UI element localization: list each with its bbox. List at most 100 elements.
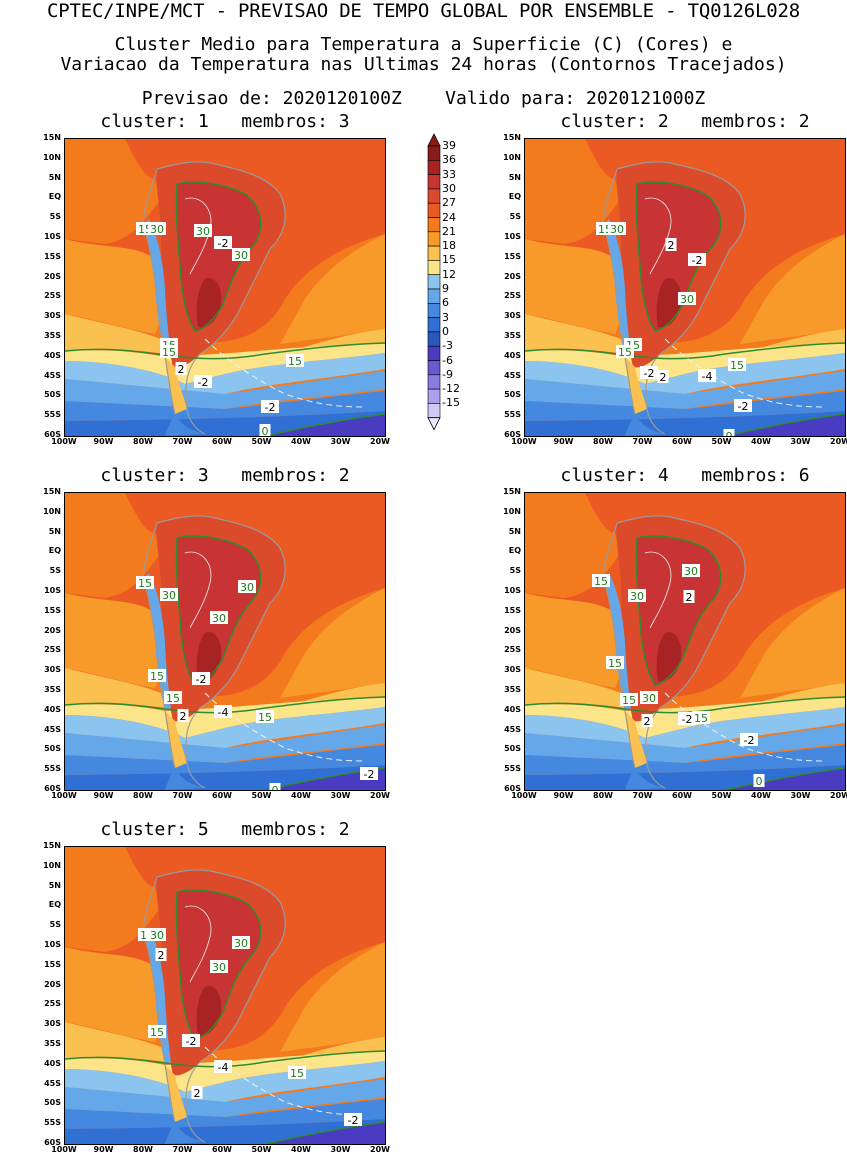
contour-label-bg	[194, 375, 212, 388]
longitude-label: 30W	[790, 437, 811, 446]
contour-label: 15	[608, 657, 622, 670]
temperature-band	[525, 371, 845, 409]
latitude-label: 50S	[44, 744, 61, 754]
latitude-label: 5N	[508, 526, 521, 536]
contour-label: 0	[272, 784, 279, 790]
temperature-band	[656, 278, 682, 328]
coastline	[602, 515, 746, 789]
temperature-band	[65, 371, 385, 409]
contour-label-bg	[665, 238, 677, 251]
contour-label: 15	[288, 355, 302, 368]
contour-label: 30	[680, 293, 694, 306]
colorbar-swatch	[427, 403, 441, 418]
latitude-label: 25S	[44, 291, 61, 301]
contour-label: 30	[234, 249, 248, 262]
contour-label-bg	[160, 345, 178, 358]
colorbar-label: 15	[442, 253, 456, 267]
colorbar-swatch	[427, 188, 441, 204]
temperature-band	[525, 593, 625, 688]
contour-30	[175, 181, 262, 332]
contour-30	[635, 535, 722, 686]
colorbar-swatch	[427, 374, 441, 390]
latitude-label: 45S	[44, 370, 61, 380]
latitude-label: 15N	[503, 133, 521, 142]
latitude-label: 45S	[44, 1078, 61, 1088]
latitude-label: 50S	[504, 390, 521, 400]
panel-title: cluster: 3 membros: 2	[100, 465, 350, 486]
contour-label: 30	[150, 929, 164, 942]
temperature-band	[265, 414, 385, 436]
contour-label-bg	[177, 709, 189, 722]
colorbar-swatch	[427, 331, 441, 347]
temperature-band	[625, 357, 647, 414]
contour-label: -4	[218, 706, 229, 719]
temperature-band	[143, 219, 171, 357]
contour-label: 0	[262, 425, 269, 436]
longitude-label: 20W	[370, 1145, 390, 1154]
latitude-label: 20S	[504, 271, 521, 281]
latitude-label: 50S	[44, 1098, 61, 1108]
latitude-label: 20S	[44, 271, 61, 281]
contour-label: 30	[212, 961, 226, 974]
contour-label-bg	[148, 222, 166, 235]
contour-label: -2	[738, 400, 749, 413]
contour-15	[525, 696, 845, 714]
latitude-label: 10N	[503, 506, 521, 516]
colorbar-swatch	[427, 231, 441, 247]
temperature-band	[196, 632, 222, 682]
temperature-band	[196, 278, 222, 328]
latitude-label: 60S	[44, 784, 61, 793]
variation-contour	[184, 551, 212, 629]
variation-contour	[204, 338, 366, 408]
longitude-label: 30W	[330, 437, 351, 446]
latitude-label: 20S	[44, 625, 61, 635]
latitude-label: 15N	[43, 487, 61, 496]
contour-label: 30	[196, 225, 210, 238]
contour-label-bg	[210, 611, 228, 624]
temperature-band	[65, 391, 385, 421]
latitude-label: 5N	[48, 172, 61, 182]
longitude-label: 90W	[553, 791, 574, 800]
contour-label: 15	[290, 1067, 304, 1080]
latitude-label: 5N	[48, 880, 61, 890]
longitude-label: 80W	[133, 1145, 153, 1154]
contour-label-bg	[688, 253, 706, 266]
longitude-label: 40W	[291, 1145, 311, 1154]
contour-label: -2	[198, 376, 209, 389]
contour-label-bg	[606, 656, 624, 669]
contour-label: 0	[726, 430, 733, 436]
contour-label: -4	[702, 370, 713, 383]
contour-label-bg	[360, 767, 378, 780]
contour-label: 15	[150, 1026, 164, 1039]
latitude-label: 10S	[504, 586, 521, 595]
latitude-label: 25S	[504, 645, 521, 655]
latitude-label: 25S	[504, 291, 521, 301]
temperature-band	[176, 536, 261, 685]
contour-label: 2	[180, 710, 187, 723]
latitude-label: 20S	[44, 979, 61, 989]
contour-label: -4	[218, 1061, 229, 1074]
longitude-label: 60W	[212, 1145, 232, 1154]
latitude-label: 10N	[43, 506, 61, 516]
latitude-label: 60S	[44, 1138, 61, 1147]
contour-label-bg	[238, 580, 256, 593]
temperature-band	[65, 314, 165, 354]
contour-label-bg	[723, 429, 735, 436]
panel-title: cluster: 4 membros: 6	[560, 465, 810, 486]
temperature-band	[280, 234, 385, 344]
temperature-band	[65, 239, 165, 334]
contour-label-bg	[175, 362, 187, 375]
contour-label-bg	[164, 691, 182, 704]
temperature-band	[280, 588, 385, 698]
longitude-label: 60W	[212, 437, 232, 446]
panel-title: cluster: 5 membros: 2	[100, 819, 350, 840]
contour-label-bg	[683, 590, 695, 603]
variation-contour	[644, 551, 672, 629]
coastline	[602, 161, 746, 435]
contour-label: 0	[756, 775, 763, 788]
colorbar-label: 24	[442, 210, 456, 224]
longitude-label: 50W	[251, 791, 272, 800]
latitude-label: 15N	[43, 133, 61, 142]
